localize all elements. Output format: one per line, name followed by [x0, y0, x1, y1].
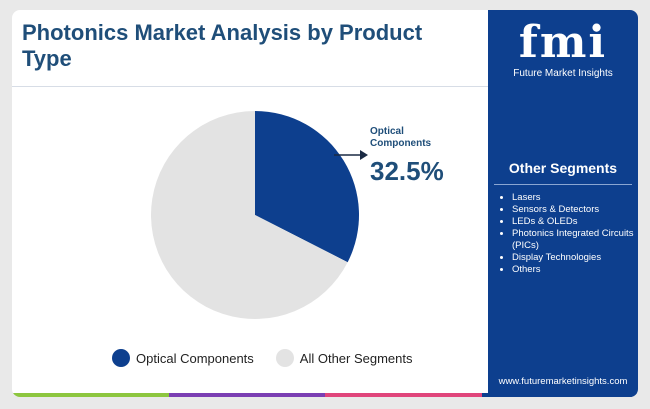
- segments-list: Lasers Sensors & Detectors LEDs & OLEDs …: [498, 192, 638, 276]
- legend-item-all-other-segments: All Other Segments: [275, 349, 413, 367]
- legend-swatch-optical: [112, 349, 130, 367]
- callout-arrow: [334, 150, 368, 160]
- logo-text: fmi: [518, 17, 608, 68]
- list-item: Display Technologies: [512, 252, 638, 264]
- website-link[interactable]: www.futuremarketinsights.com: [498, 376, 628, 387]
- bottom-bar-segment: [481, 393, 638, 397]
- bottom-bar-segment: [325, 393, 482, 397]
- list-item: LEDs & OLEDs: [512, 216, 638, 228]
- chart-title: Photonics Market Analysis by Product Typ…: [22, 20, 423, 71]
- sidebar: fmi Future Market Insights Other Segment…: [488, 10, 638, 397]
- list-item: Photonics Integrated Circuits (PICs): [512, 228, 638, 252]
- logo-subtitle: Future Market Insights: [513, 68, 613, 79]
- list-item: Others: [512, 264, 638, 276]
- chart-legend: Optical Components All Other Segments: [112, 346, 413, 370]
- pie-chart: Optical Components 32.5%: [151, 111, 444, 319]
- legend-label: All Other Segments: [299, 350, 413, 366]
- pie-slice-all-other-segments: [151, 111, 348, 319]
- callout-value: 32.5%: [370, 156, 444, 186]
- bottom-color-bar: [12, 393, 638, 397]
- title-divider: [12, 86, 488, 87]
- segments-divider: [494, 184, 632, 185]
- fmi-logo: fmi Future Market Insights: [488, 17, 638, 80]
- legend-item-optical-components: Optical Components: [112, 349, 254, 367]
- bottom-bar-segment: [168, 393, 325, 397]
- other-segments-title: Other Segments: [508, 160, 618, 176]
- legend-label: Optical Components: [136, 350, 254, 366]
- list-item: Sensors & Detectors: [512, 204, 638, 216]
- callout-label: Optical Components: [370, 126, 432, 149]
- bottom-bar-segment: [12, 393, 169, 397]
- pie-slice-optical-components: [255, 111, 359, 263]
- list-item: Lasers: [512, 192, 638, 204]
- legend-swatch-other: [275, 349, 294, 367]
- chart-card: Photonics Market Analysis by Product Typ…: [12, 10, 638, 397]
